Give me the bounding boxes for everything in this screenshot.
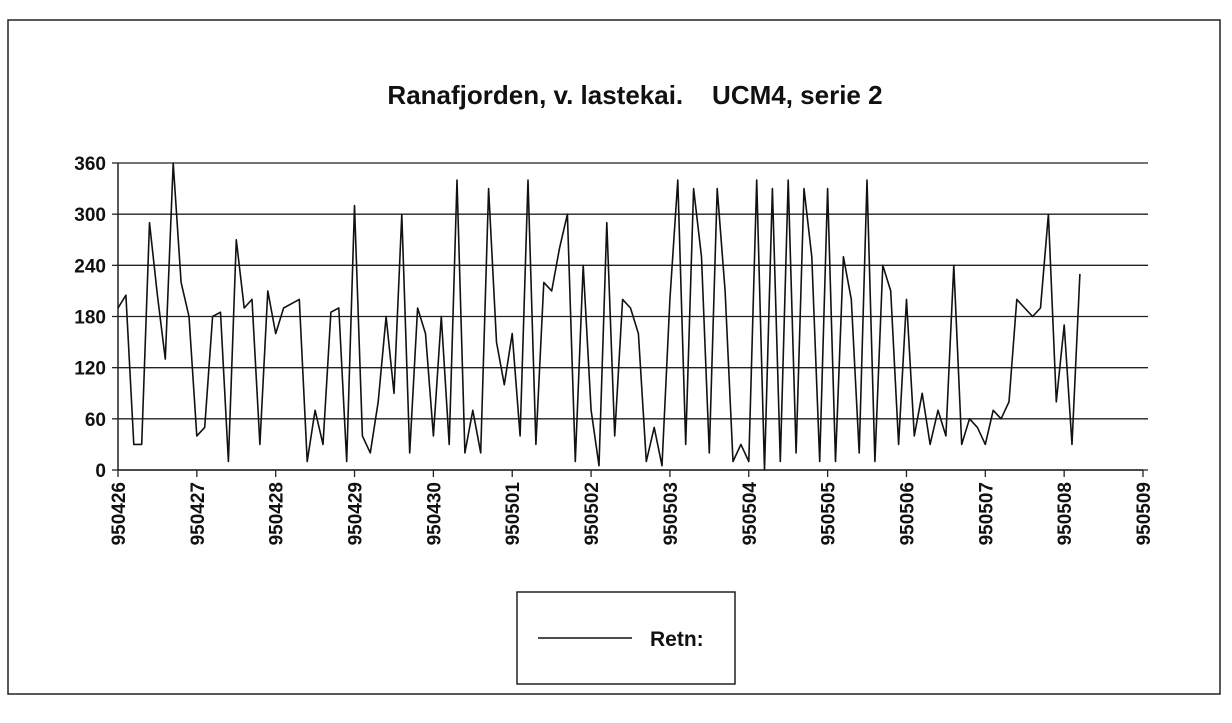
y-tick-label: 240 bbox=[74, 256, 106, 277]
y-tick-label: 300 bbox=[74, 205, 106, 226]
x-tick-label: 950426 bbox=[109, 482, 130, 545]
y-tick-label: 0 bbox=[95, 461, 106, 482]
x-tick-label: 950508 bbox=[1055, 482, 1076, 545]
x-tick-label: 950505 bbox=[819, 482, 840, 546]
y-tick-label: 120 bbox=[74, 359, 106, 380]
x-tick-label: 950506 bbox=[897, 482, 918, 545]
x-tick-label: 950428 bbox=[267, 482, 288, 545]
x-tick-label: 950502 bbox=[582, 482, 603, 545]
chart-frame bbox=[7, 19, 1221, 695]
x-tick-label: 950430 bbox=[424, 482, 445, 545]
x-tick-label: 950501 bbox=[503, 482, 524, 546]
x-tick-label: 950503 bbox=[661, 482, 682, 545]
x-tick-label: 950509 bbox=[1134, 482, 1155, 545]
x-tick-label: 950427 bbox=[188, 482, 209, 545]
chart-title: Ranafjorden, v. lastekai. UCM4, serie 2 bbox=[387, 80, 882, 110]
data-line bbox=[117, 162, 1081, 471]
x-tick-label: 950507 bbox=[976, 482, 997, 545]
x-tick-label: 950429 bbox=[346, 482, 367, 545]
y-tick-label: 180 bbox=[74, 308, 106, 329]
x-tick-label: 950504 bbox=[740, 482, 761, 546]
y-tick-label: 360 bbox=[74, 154, 106, 175]
legend-label: Retn: bbox=[650, 628, 704, 651]
y-tick-label: 60 bbox=[85, 410, 106, 431]
